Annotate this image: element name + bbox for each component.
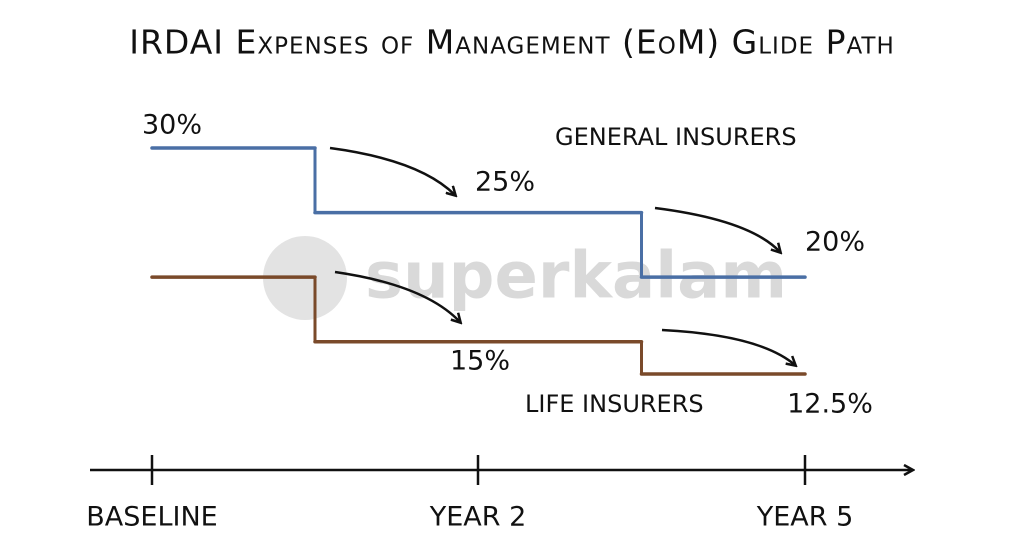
data-label: 25% bbox=[475, 167, 535, 198]
data-label: 30% bbox=[142, 110, 202, 141]
x-tick-label: YEAR 5 bbox=[756, 502, 854, 533]
data-label: 15% bbox=[450, 346, 510, 377]
series-label: LIFE INSURERS bbox=[525, 390, 704, 418]
data-label: 20% bbox=[805, 227, 865, 258]
data-label: 12.5% bbox=[787, 389, 873, 420]
series-label: GENERAL INSURERS bbox=[555, 123, 797, 151]
arrow bbox=[329, 146, 455, 195]
x-tick-label: BASELINE bbox=[86, 502, 217, 533]
arrow bbox=[661, 328, 795, 365]
chart-title: IRDAI Expenses of Management (EoM) Glide… bbox=[129, 23, 895, 62]
arrows bbox=[329, 146, 795, 365]
x-tick-label: YEAR 2 bbox=[429, 502, 527, 533]
arrow bbox=[654, 206, 780, 252]
arrow bbox=[334, 270, 460, 322]
